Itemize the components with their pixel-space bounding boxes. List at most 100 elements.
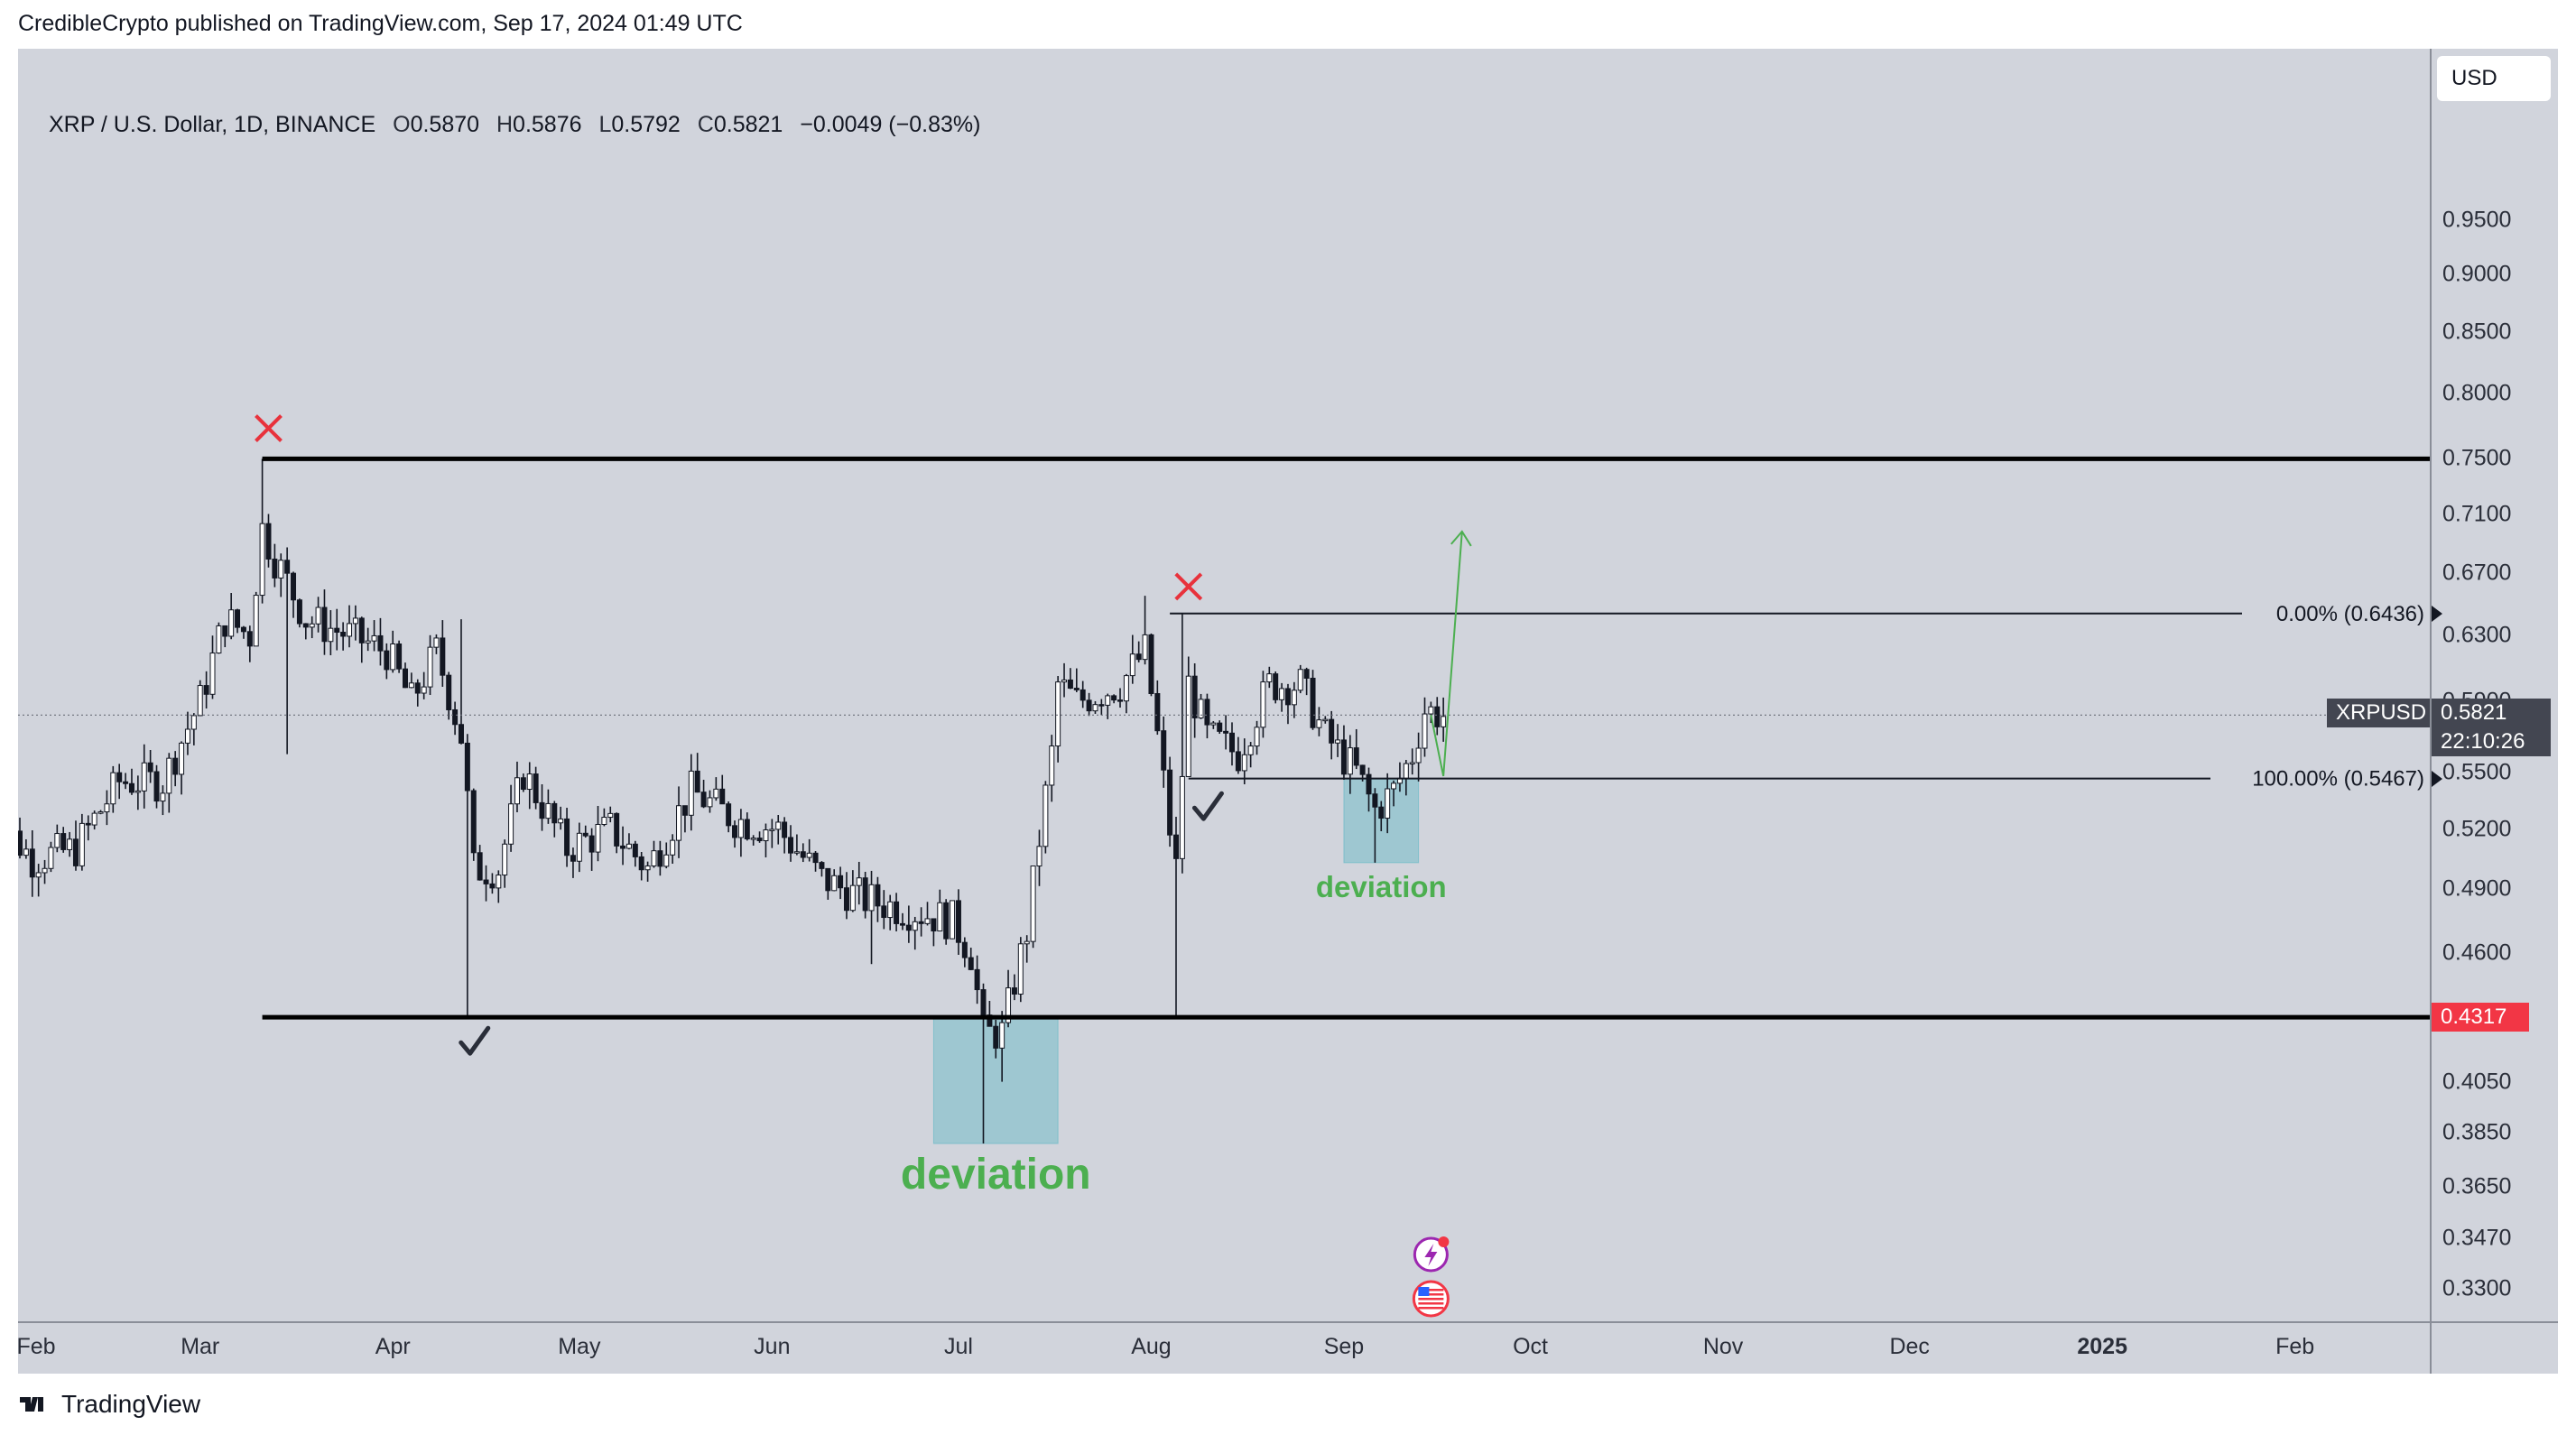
candle-up	[371, 634, 377, 642]
candle-down	[819, 862, 825, 869]
candle-down	[899, 922, 905, 926]
candle-up	[644, 865, 651, 871]
legend-close-label: C	[697, 112, 714, 137]
y-tick-label: 0.6700	[2442, 560, 2512, 586]
candle-up	[1036, 846, 1042, 867]
projection-arrowhead	[1450, 530, 1472, 547]
candle-up	[688, 770, 694, 816]
candle-down	[1366, 773, 1372, 795]
x-tick-label: Jul	[943, 1334, 973, 1359]
candle-down	[881, 905, 887, 919]
y-tick-label: 0.4050	[2442, 1069, 2512, 1095]
candle-down	[726, 803, 732, 827]
candle-up	[134, 790, 141, 793]
legend-high: 0.5876	[513, 112, 582, 137]
axis-level-marker-icon	[2432, 770, 2442, 787]
x-tick-label: Oct	[1513, 1334, 1549, 1359]
candle-down	[1148, 634, 1154, 695]
currency-button[interactable]: USD	[2437, 56, 2551, 101]
candle-down	[440, 637, 446, 676]
us-flag-icon	[1412, 1280, 1450, 1318]
candle-up	[390, 643, 396, 671]
candle-up	[1017, 943, 1024, 995]
candle-down	[128, 782, 134, 793]
candle-up	[166, 757, 172, 794]
candle-down	[1359, 764, 1366, 775]
candle-down	[961, 941, 968, 958]
candle-up	[806, 852, 812, 858]
candle-up	[1254, 727, 1260, 747]
candle-up	[793, 851, 800, 854]
candle-down	[452, 708, 459, 726]
candle-up	[433, 637, 440, 648]
candle-up	[1198, 699, 1204, 718]
candle-up	[508, 803, 514, 845]
candle-down	[1154, 693, 1161, 732]
chart-canvas[interactable]: 0.00% (0.6436) 100.00% (0.5467) deviation…	[18, 49, 2430, 1321]
candle-up	[1092, 704, 1098, 712]
candle-up	[1279, 688, 1285, 700]
range-low-price-tag: 0.4317	[2432, 1003, 2529, 1032]
axis-level-marker-icon	[2432, 605, 2442, 622]
candle-up	[545, 802, 551, 819]
candle-down	[470, 790, 477, 854]
candle-up	[315, 606, 321, 625]
candle-up	[676, 805, 682, 841]
candle-up	[496, 875, 502, 889]
candle-up	[1297, 669, 1303, 691]
candle-down	[1011, 987, 1017, 995]
legend-low-label: L	[598, 112, 612, 137]
candle-down	[570, 855, 576, 862]
candle-down	[744, 819, 750, 840]
check-mark-icon	[459, 1025, 491, 1056]
candle-up	[1291, 690, 1297, 706]
candle-down	[838, 875, 844, 889]
candle-up	[42, 867, 48, 874]
x-mark-icon	[1174, 572, 1203, 601]
candle-up	[110, 772, 116, 805]
footer-brand[interactable]: TradingView	[18, 1390, 200, 1419]
y-tick-label: 0.3300	[2442, 1275, 2512, 1301]
candle-up	[737, 819, 744, 838]
candle-down	[638, 856, 644, 871]
fib-level-label: 0.00% (0.6436)	[2276, 602, 2424, 626]
candle-down	[1098, 704, 1105, 707]
y-tick-label: 0.7100	[2442, 501, 2512, 527]
notification-dot	[1438, 1236, 1450, 1247]
candle-down	[446, 674, 452, 710]
candle-down	[694, 770, 700, 793]
time-axis[interactable]	[18, 1321, 2558, 1374]
candle-up	[347, 623, 353, 637]
candle-down	[477, 852, 483, 881]
legend-open: 0.5870	[410, 112, 480, 137]
candle-up	[1428, 706, 1434, 715]
candle-up	[775, 821, 782, 830]
candle-down	[489, 883, 496, 889]
chart-panel[interactable]: 0.00% (0.6436) 100.00% (0.5467) deviation…	[18, 49, 2430, 1321]
candle-down	[72, 838, 79, 866]
candle-down	[116, 772, 123, 782]
candle-down	[29, 848, 35, 878]
candle-up	[352, 617, 358, 625]
x-tick-label: Dec	[1889, 1334, 1930, 1359]
candle-down	[240, 626, 246, 633]
y-tick-label: 0.4600	[2442, 940, 2512, 966]
candle-down	[147, 762, 153, 773]
price-axis[interactable]	[2430, 49, 2558, 1321]
candle-down	[272, 558, 278, 579]
candle-up	[309, 623, 315, 628]
x-tick-label: Nov	[1702, 1334, 1744, 1359]
tradingview-logo-icon	[20, 1397, 43, 1412]
candle-down	[1161, 730, 1167, 771]
candle-up	[625, 843, 632, 849]
candle-up	[924, 918, 931, 924]
candle-down	[875, 884, 881, 907]
y-tick-label: 0.9000	[2442, 261, 2512, 287]
candle-up	[91, 812, 97, 826]
candle-down	[340, 632, 347, 637]
us-flag-canton	[1418, 1287, 1430, 1296]
candle-up	[887, 901, 894, 919]
us-flag-stripe	[1418, 1289, 1444, 1292]
candle-up	[1241, 754, 1247, 772]
candle-down	[1228, 732, 1235, 753]
